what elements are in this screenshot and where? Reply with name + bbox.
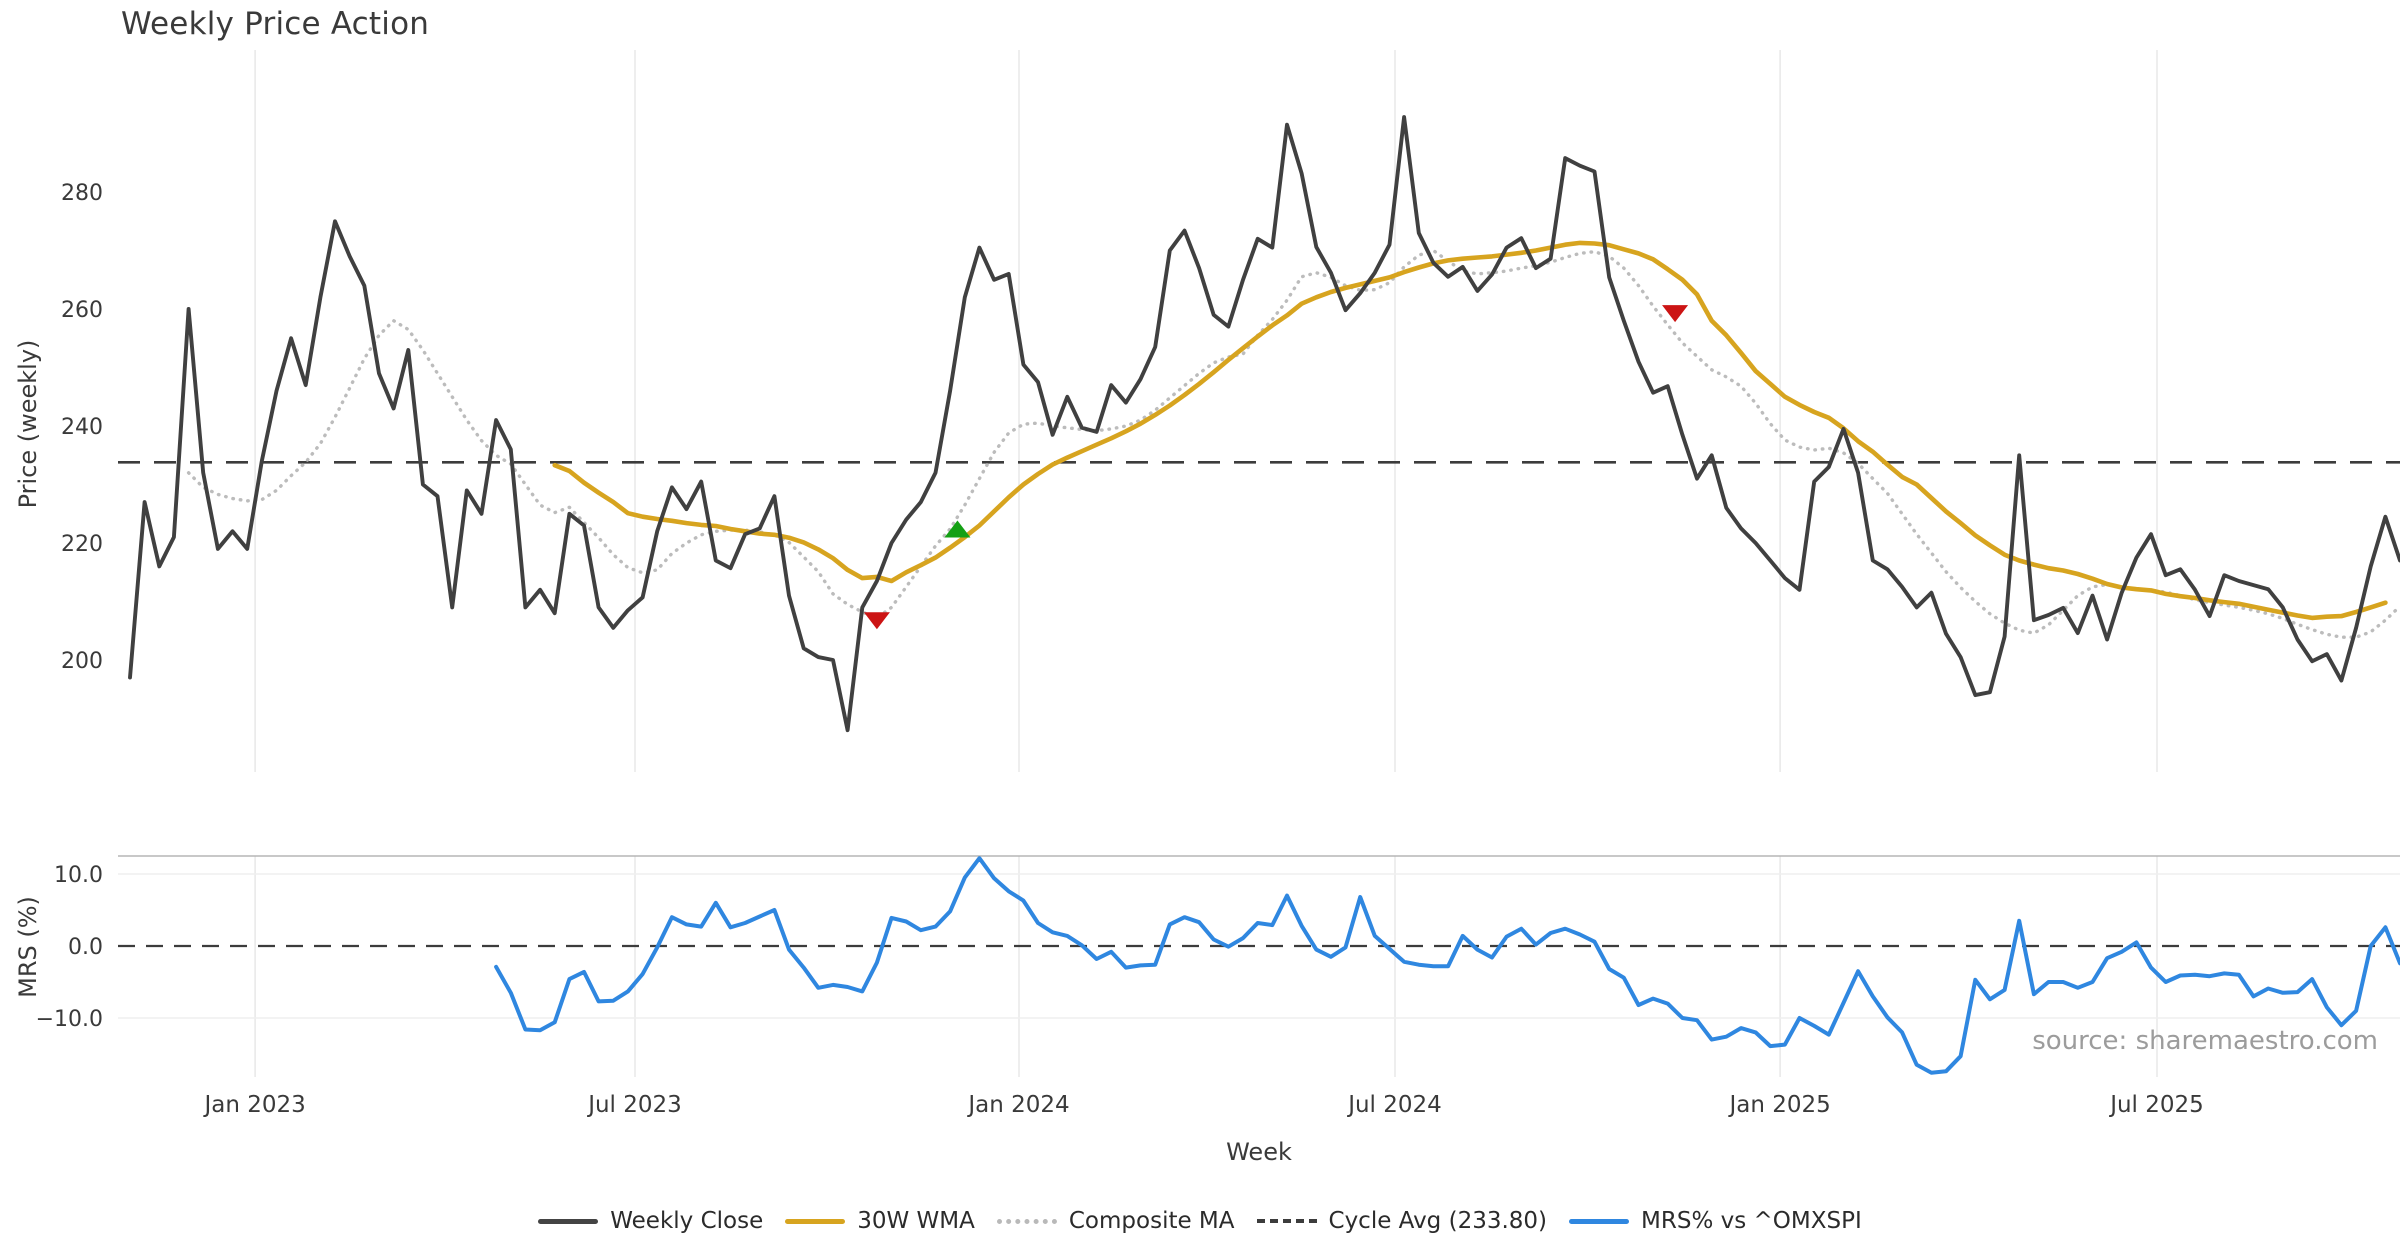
week-axis-label: Week <box>1226 1138 1292 1166</box>
legend-item-30w-wma: 30W WMA <box>785 1208 975 1234</box>
wma-line-swatch-icon <box>785 1218 846 1224</box>
mrs-line-swatch-icon <box>1569 1218 1630 1224</box>
price-ytick-label: 220 <box>61 532 103 557</box>
price-ytick-label: 240 <box>61 415 103 440</box>
composite-ma-dotted-swatch-icon <box>996 1218 1057 1224</box>
month-tick-label: Jan 2025 <box>1727 1092 1830 1118</box>
source-watermark: source: sharemaestro.com <box>2032 1026 2378 1056</box>
month-tick-label: Jul 2023 <box>586 1092 682 1118</box>
month-tick-label: Jul 2024 <box>1346 1092 1442 1118</box>
price-ytick-label: 260 <box>61 298 103 323</box>
legend-item-composite-ma: Composite MA <box>996 1208 1235 1234</box>
composite-ma-line <box>186 248 2400 639</box>
legend-label: Weekly Close <box>610 1208 764 1234</box>
month-tick-label: Jan 2024 <box>966 1092 1069 1118</box>
price-ytick-label: 280 <box>61 181 103 206</box>
mrs-ytick-label: 10.0 <box>54 863 103 888</box>
page-title: Weekly Price Action <box>121 6 430 42</box>
legend-item-weekly-close: Weekly Close <box>538 1208 763 1234</box>
cycle-avg-dashed-swatch-icon <box>1256 1219 1317 1223</box>
legend-label: 30W WMA <box>857 1208 975 1234</box>
mrs-axis-label: MRS (%) <box>14 896 42 998</box>
buy-signal-marker-icon <box>944 520 971 538</box>
chart-legend: Weekly Close 30W WMA Composite MA Cycle … <box>0 1208 2400 1234</box>
month-tick-label: Jul 2025 <box>2108 1092 2204 1118</box>
mrs-ytick-label: 0.0 <box>68 935 103 960</box>
legend-item-cycle-avg: Cycle Avg (233.80) <box>1256 1208 1548 1234</box>
month-tick-label: Jan 2023 <box>202 1092 305 1118</box>
legend-item-mrs: MRS% vs ^OMXSPI <box>1569 1208 1862 1234</box>
legend-label: Cycle Avg (233.80) <box>1328 1208 1548 1234</box>
price-axis-label: Price (weekly) <box>14 340 42 509</box>
weekly-close-line-swatch-icon <box>538 1218 599 1224</box>
mrs-line <box>494 856 2400 1075</box>
legend-label: MRS% vs ^OMXSPI <box>1641 1208 1862 1234</box>
wma-line <box>552 240 2388 621</box>
sell-signal-marker-icon <box>1662 305 1689 323</box>
sell-signal-marker-icon <box>863 612 890 630</box>
price-ytick-label: 200 <box>61 649 103 674</box>
weekly-close-line <box>128 115 2400 733</box>
mrs-ytick-label: −10.0 <box>36 1007 103 1032</box>
legend-label: Composite MA <box>1068 1208 1235 1234</box>
